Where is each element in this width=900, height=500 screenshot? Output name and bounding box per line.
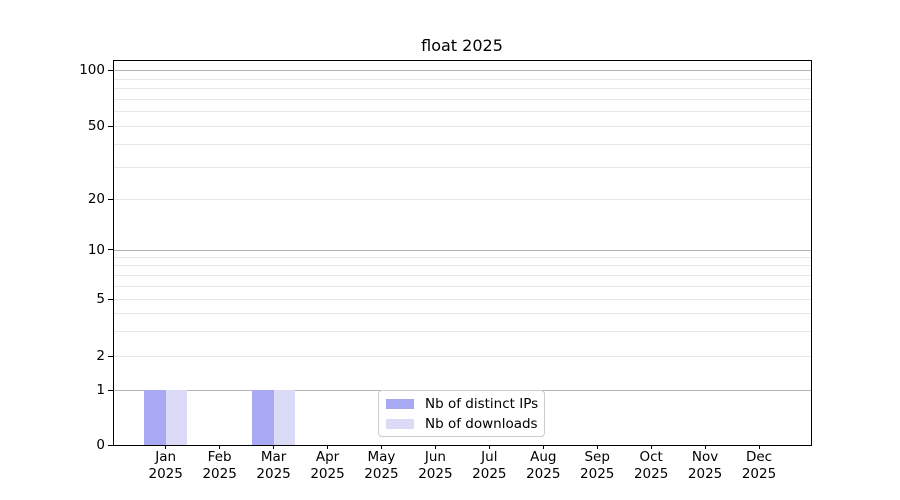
x-axis-tick-label: Feb 2025: [188, 449, 252, 482]
x-label-year: 2025: [310, 465, 345, 482]
y-axis-tick-label: 1: [96, 382, 105, 398]
x-label-month: Jul: [481, 449, 498, 465]
grid-line-minor: [114, 166, 811, 168]
bar-downloads: [273, 390, 296, 445]
grid-line-minor: [114, 88, 811, 90]
x-axis-tick-label: Jan 2025: [134, 449, 198, 482]
grid-line-minor: [114, 285, 811, 287]
x-axis-tick: [380, 445, 382, 449]
y-axis-tick-label: 50: [87, 118, 105, 134]
x-axis-tick: [650, 445, 652, 449]
grid-line-minor: [114, 126, 811, 127]
x-label-month: May: [367, 449, 396, 465]
x-label-year: 2025: [580, 465, 615, 482]
x-label-month: Feb: [207, 449, 232, 465]
x-label-month: Aug: [530, 449, 557, 465]
x-axis-tick: [273, 445, 275, 449]
x-label-month: Jan: [155, 449, 177, 465]
x-axis-tick: [219, 445, 221, 449]
legend-item-downloads: Nb of downloads: [386, 416, 544, 432]
x-label-year: 2025: [256, 465, 291, 482]
x-label-month: Dec: [745, 449, 773, 465]
y-axis-tick: [108, 69, 113, 71]
legend-label-downloads: Nb of downloads: [425, 415, 538, 432]
grid-line-major: [114, 249, 811, 251]
legend-swatch-downloads-icon: [386, 418, 414, 429]
bar-distinct-ips: [144, 390, 166, 445]
x-label-year: 2025: [202, 465, 237, 482]
grid-line-minor: [114, 330, 811, 332]
y-axis-tick: [108, 298, 113, 300]
grid-line-minor: [114, 78, 811, 80]
legend-label-distinct-ips: Nb of distinct IPs: [425, 395, 539, 412]
x-axis-tick-label: Nov 2025: [673, 449, 737, 482]
x-axis-tick: [758, 445, 760, 449]
y-axis-tick: [108, 249, 113, 250]
x-label-month: Apr: [315, 449, 340, 465]
legend-swatch-distinct-ips-icon: [386, 398, 414, 409]
plot-area: [113, 60, 812, 446]
x-axis-tick-label: May 2025: [349, 449, 413, 482]
grid-line-minor: [114, 299, 811, 300]
x-label-month: Jun: [424, 449, 446, 465]
grid-line-minor: [114, 199, 811, 200]
x-label-year: 2025: [148, 465, 183, 482]
grid-line-minor: [114, 143, 811, 145]
x-label-year: 2025: [526, 465, 561, 482]
grid-line-major: [114, 70, 811, 71]
y-axis-tick-label: 20: [87, 191, 105, 207]
x-axis-tick-label: Jul 2025: [457, 449, 521, 482]
grid-line-minor: [114, 265, 811, 267]
legend: Nb of distinct IPs Nb of downloads: [378, 390, 545, 437]
x-axis-tick: [596, 445, 598, 449]
x-axis-tick-label: Apr 2025: [296, 449, 360, 482]
y-axis-tick-label: 0: [96, 437, 105, 453]
y-axis-tick: [108, 389, 113, 391]
x-axis-tick: [165, 445, 167, 449]
grid-line-minor: [114, 111, 811, 113]
x-label-month: Nov: [691, 449, 719, 465]
y-axis-tick-label: 100: [79, 62, 105, 78]
x-label-month: Mar: [260, 449, 287, 465]
x-label-year: 2025: [364, 465, 399, 482]
x-axis-tick-label: Aug 2025: [511, 449, 575, 482]
y-axis-tick-label: 2: [96, 348, 105, 364]
bar-distinct-ips: [252, 390, 274, 445]
grid-line-minor: [114, 312, 811, 314]
grid-line-minor: [114, 356, 811, 357]
grid-line-minor: [114, 274, 811, 276]
legend-item-distinct-ips: Nb of distinct IPs: [386, 396, 544, 412]
y-axis-tick: [108, 125, 113, 127]
y-axis-tick-label: 5: [96, 291, 105, 307]
x-label-year: 2025: [418, 465, 453, 482]
x-label-month: Oct: [639, 449, 663, 465]
x-label-year: 2025: [472, 465, 507, 482]
x-axis-tick-label: Sep 2025: [565, 449, 629, 482]
x-axis-tick-label: Dec 2025: [727, 449, 791, 482]
x-axis-tick: [434, 445, 436, 449]
x-label-year: 2025: [687, 465, 723, 482]
x-axis-tick-label: Jun 2025: [403, 449, 467, 482]
x-axis-tick-label: Oct 2025: [619, 449, 683, 482]
y-axis-tick-label: 10: [87, 241, 105, 258]
chart-title: float 2025: [421, 36, 503, 55]
x-label-year: 2025: [633, 465, 669, 482]
y-axis-tick: [108, 355, 113, 357]
x-axis-tick: [704, 445, 706, 449]
x-label-month: Sep: [584, 449, 610, 465]
grid-line-minor: [114, 98, 811, 100]
x-axis-tick: [488, 445, 490, 449]
x-label-year: 2025: [741, 465, 777, 482]
x-axis-tick: [327, 445, 329, 449]
x-axis-tick: [542, 445, 544, 449]
x-axis-tick-label: Mar 2025: [242, 449, 306, 482]
bar-downloads: [165, 390, 188, 445]
y-axis-tick: [108, 198, 113, 200]
grid-line-minor: [114, 257, 811, 259]
y-axis-tick: [108, 444, 113, 446]
